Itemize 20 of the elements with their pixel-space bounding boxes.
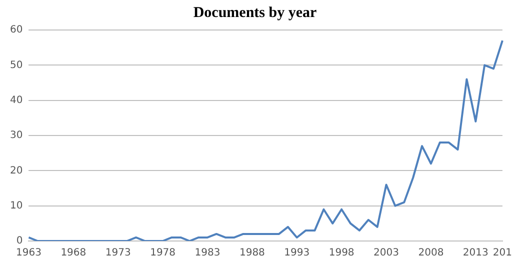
x-tick-label: 2008 bbox=[418, 248, 444, 259]
x-tick-label: 2003 bbox=[374, 248, 399, 259]
x-tick-label: 1968 bbox=[60, 248, 86, 259]
y-tick-label: 10 bbox=[10, 200, 23, 212]
x-tick-label: 1993 bbox=[284, 248, 310, 259]
y-tick-label: 30 bbox=[10, 130, 23, 142]
x-tick-label: 1988 bbox=[239, 248, 265, 259]
y-tick-label: 20 bbox=[10, 165, 23, 176]
y-tick-label: 40 bbox=[10, 94, 23, 106]
x-tick-label: 1963 bbox=[16, 248, 42, 259]
x-tick-label: 201 bbox=[492, 248, 512, 259]
x-tick-label: 1978 bbox=[150, 248, 176, 259]
y-tick-label: 50 bbox=[10, 60, 23, 71]
x-tick-label: 1998 bbox=[328, 248, 354, 259]
x-tick-label: 1983 bbox=[194, 248, 220, 259]
y-tick-label: 60 bbox=[10, 24, 23, 36]
y-tick-label: 0 bbox=[16, 236, 23, 247]
x-tick-label: 2013 bbox=[462, 248, 488, 259]
x-tick-label: 1973 bbox=[105, 248, 131, 259]
chart-title: Documents by year bbox=[193, 4, 317, 21]
